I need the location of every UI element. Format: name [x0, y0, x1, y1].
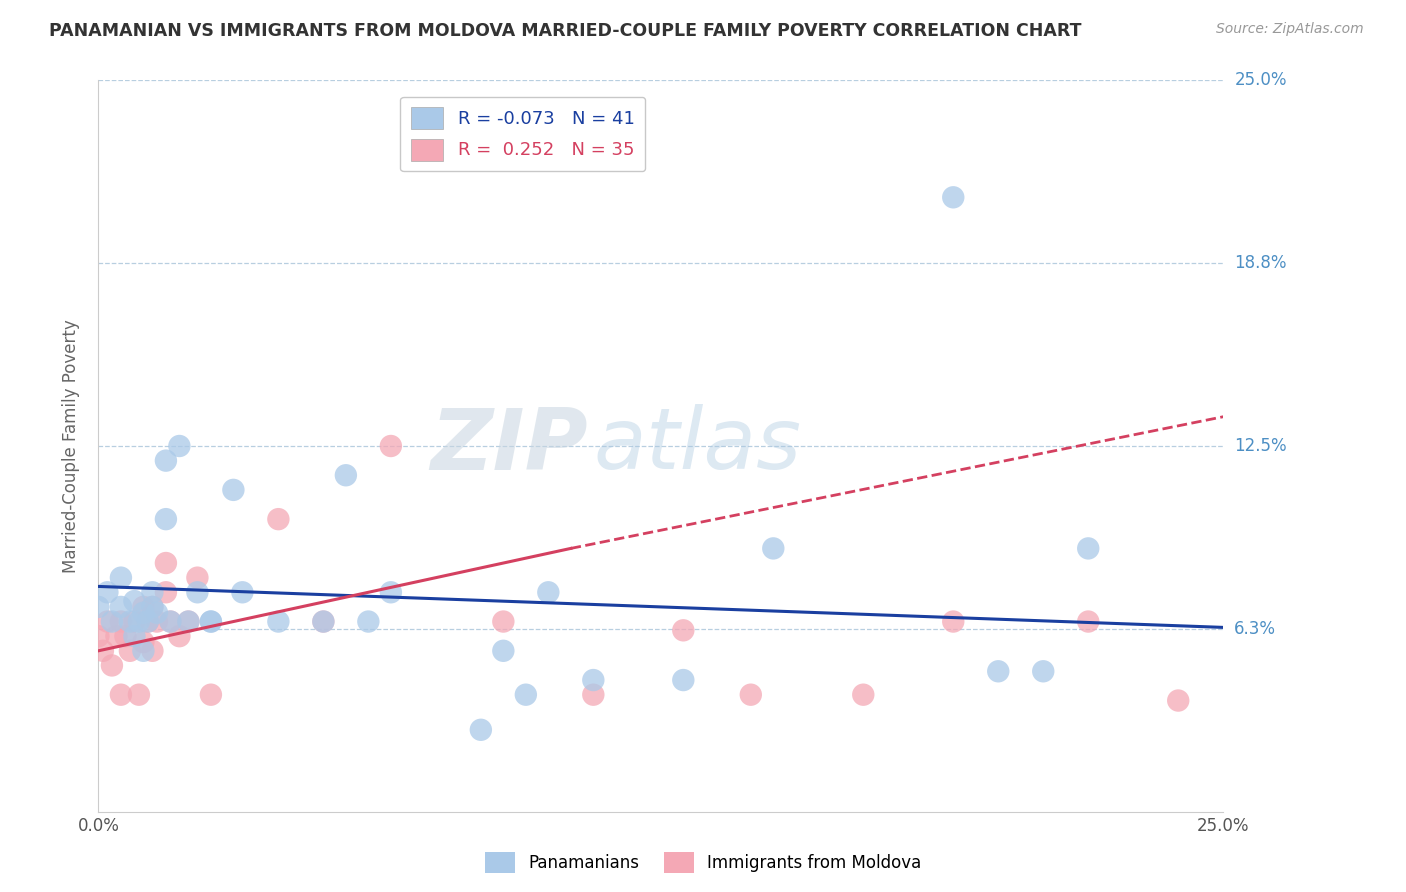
Point	[132, 635, 155, 649]
Point	[267, 615, 290, 629]
Point	[222, 483, 245, 497]
Point	[582, 673, 605, 687]
Text: 12.5%: 12.5%	[1234, 437, 1286, 455]
Point	[1032, 665, 1054, 679]
Point	[942, 190, 965, 204]
Point	[110, 571, 132, 585]
Point	[87, 599, 110, 614]
Point	[1167, 693, 1189, 707]
Point	[357, 615, 380, 629]
Point	[537, 585, 560, 599]
Point	[312, 615, 335, 629]
Text: atlas: atlas	[593, 404, 801, 488]
Point	[101, 615, 124, 629]
Point	[101, 658, 124, 673]
Point	[380, 585, 402, 599]
Point	[124, 629, 146, 643]
Point	[515, 688, 537, 702]
Point	[118, 644, 141, 658]
Point	[492, 615, 515, 629]
Point	[110, 615, 132, 629]
Point	[177, 615, 200, 629]
Point	[987, 665, 1010, 679]
Point	[114, 629, 136, 643]
Point	[124, 615, 146, 629]
Point	[186, 585, 208, 599]
Point	[1077, 541, 1099, 556]
Point	[136, 615, 159, 629]
Point	[762, 541, 785, 556]
Point	[186, 571, 208, 585]
Point	[155, 512, 177, 526]
Point	[155, 585, 177, 599]
Point	[169, 439, 191, 453]
Point	[87, 629, 110, 643]
Point	[146, 606, 169, 620]
Point	[146, 615, 169, 629]
Point	[96, 615, 118, 629]
Point	[852, 688, 875, 702]
Legend: R = -0.073   N = 41, R =  0.252   N = 35: R = -0.073 N = 41, R = 0.252 N = 35	[399, 96, 645, 171]
Text: 18.8%: 18.8%	[1234, 254, 1286, 272]
Point	[177, 615, 200, 629]
Point	[159, 615, 181, 629]
Point	[124, 594, 146, 608]
Point	[582, 688, 605, 702]
Point	[672, 673, 695, 687]
Point	[672, 624, 695, 638]
Point	[128, 615, 150, 629]
Point	[200, 615, 222, 629]
Point	[159, 615, 181, 629]
Point	[380, 439, 402, 453]
Point	[141, 585, 163, 599]
Point	[118, 615, 141, 629]
Point	[105, 629, 128, 643]
Text: Source: ZipAtlas.com: Source: ZipAtlas.com	[1216, 22, 1364, 37]
Point	[141, 644, 163, 658]
Point	[110, 688, 132, 702]
Point	[942, 615, 965, 629]
Point	[312, 615, 335, 629]
Point	[200, 615, 222, 629]
Text: 6.3%: 6.3%	[1234, 620, 1277, 638]
Point	[492, 644, 515, 658]
Point	[155, 453, 177, 467]
Point	[132, 599, 155, 614]
Legend: Panamanians, Immigrants from Moldova: Panamanians, Immigrants from Moldova	[478, 846, 928, 880]
Point	[231, 585, 253, 599]
Y-axis label: Married-Couple Family Poverty: Married-Couple Family Poverty	[62, 319, 80, 573]
Text: 25.0%: 25.0%	[1234, 71, 1286, 89]
Point	[200, 688, 222, 702]
Point	[110, 599, 132, 614]
Point	[132, 606, 155, 620]
Point	[155, 556, 177, 570]
Point	[91, 644, 114, 658]
Point	[136, 615, 159, 629]
Point	[128, 688, 150, 702]
Point	[132, 644, 155, 658]
Point	[740, 688, 762, 702]
Text: ZIP: ZIP	[430, 404, 588, 488]
Point	[267, 512, 290, 526]
Point	[141, 599, 163, 614]
Point	[96, 585, 118, 599]
Point	[169, 629, 191, 643]
Text: PANAMANIAN VS IMMIGRANTS FROM MOLDOVA MARRIED-COUPLE FAMILY POVERTY CORRELATION : PANAMANIAN VS IMMIGRANTS FROM MOLDOVA MA…	[49, 22, 1081, 40]
Point	[1077, 615, 1099, 629]
Point	[141, 599, 163, 614]
Point	[470, 723, 492, 737]
Point	[335, 468, 357, 483]
